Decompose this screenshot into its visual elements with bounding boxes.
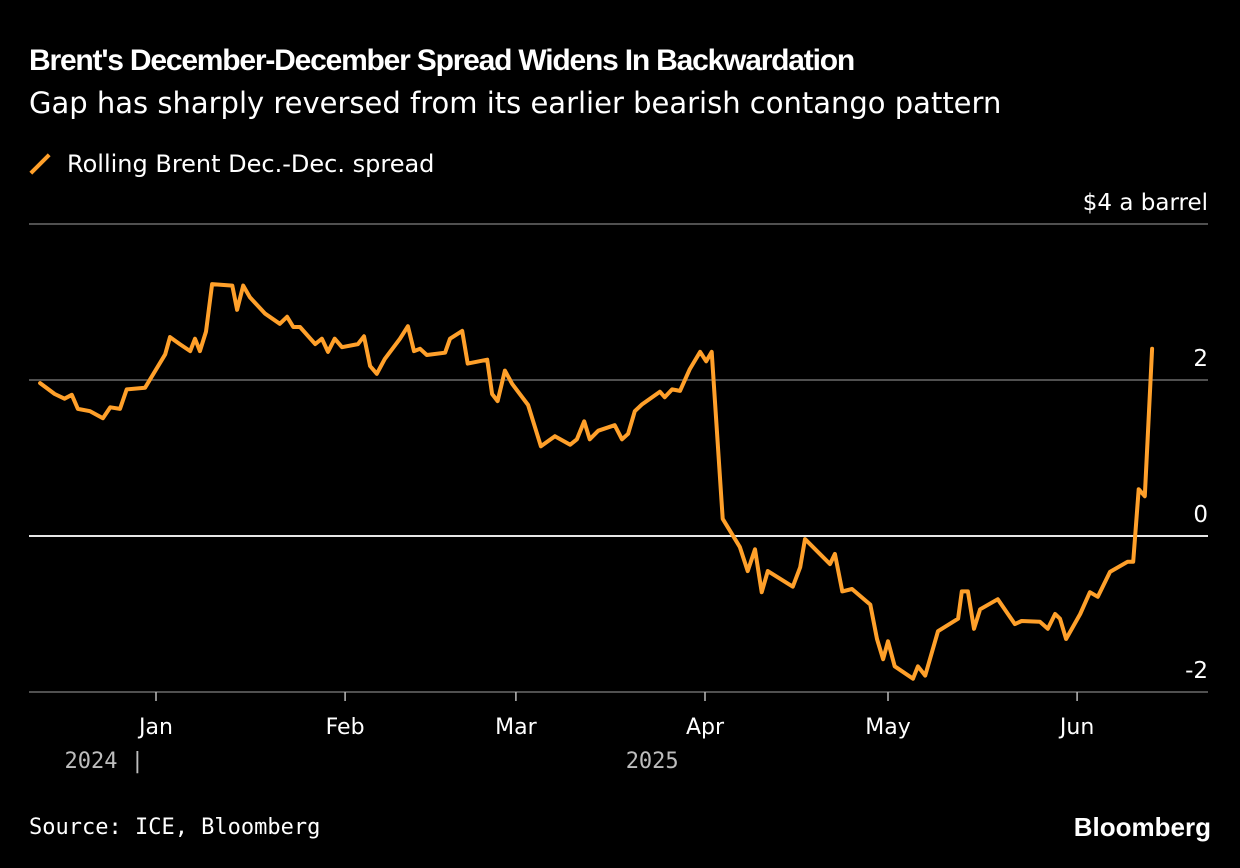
chart-title: Brent's December-December Spread Widens …	[29, 44, 855, 77]
y-tick-label: $4 a barrel	[1083, 190, 1208, 216]
legend-label: Rolling Brent Dec.-Dec. spread	[67, 150, 435, 178]
x-tick-label: Jan	[137, 715, 173, 740]
source-note: Source: ICE, Bloomberg	[29, 815, 321, 840]
x-tick-label: Feb	[326, 715, 365, 740]
y-tick-label: 2	[1193, 346, 1208, 372]
x-tick-label: Mar	[495, 715, 537, 740]
year-label: 2024 |	[65, 749, 144, 774]
x-tick-label: Jun	[1058, 715, 1094, 740]
y-tick-label: 0	[1193, 502, 1208, 528]
y-tick-label: -2	[1185, 658, 1208, 684]
x-tick-label: May	[865, 715, 910, 740]
series-line	[38, 282, 1155, 681]
chart-subtitle: Gap has sharply reversed from its earlie…	[29, 86, 1002, 120]
bloomberg-logo: Bloomberg	[1073, 812, 1211, 842]
legend: Rolling Brent Dec.-Dec. spread	[29, 150, 434, 178]
year-label: 2025	[626, 749, 679, 774]
x-tick-label: Apr	[686, 715, 725, 740]
